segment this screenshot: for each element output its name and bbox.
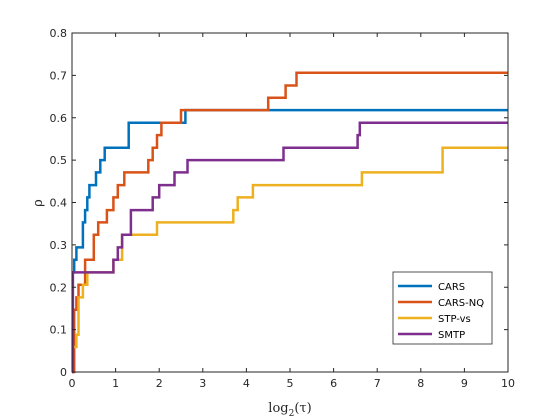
series-line-cars <box>72 108 508 274</box>
x-axis-label: log2(τ) <box>268 401 311 419</box>
ticks-layer: 0 1 2 3 4 5 6 7 8 9 10 0 0.1 0.2 0.3 0.4 0.5 0.6 0.7 0.8 <box>50 27 516 390</box>
legend-label: CARS <box>438 282 465 293</box>
y-tick-label: 0.2 <box>50 281 68 294</box>
x-tick-label: 0 <box>69 377 76 390</box>
y-tick-label: 0 <box>60 366 67 379</box>
x-tick-label: 3 <box>199 377 206 390</box>
x-tick-label: 7 <box>374 377 381 390</box>
legend-label: CARS-NQ <box>438 298 484 309</box>
y-tick-label: 0.6 <box>50 112 68 125</box>
legend: CARS CARS-NQ STP-vs SMTP <box>392 271 493 345</box>
x-tick-label: 9 <box>461 377 468 390</box>
y-tick-label: 0.3 <box>50 239 68 252</box>
y-tick-label: 0.7 <box>50 69 68 82</box>
x-tick-label: 10 <box>501 377 515 390</box>
x-tick-label: 2 <box>156 377 163 390</box>
x-tick-label: 8 <box>417 377 424 390</box>
y-tick-label: 0.8 <box>50 27 68 40</box>
x-tick-label: 6 <box>330 377 337 390</box>
x-tick-label: 4 <box>243 377 250 390</box>
legend-label: SMTP <box>438 330 465 341</box>
legend-box <box>392 271 493 345</box>
y-axis-label: ρ <box>31 199 46 207</box>
y-tick-label: 0.1 <box>50 324 68 337</box>
y-tick-label: 0.4 <box>50 197 68 210</box>
x-tick-label: 5 <box>287 377 294 390</box>
legend-label: STP-vs <box>438 314 471 325</box>
series-line-smtp <box>71 121 508 374</box>
series-layer <box>71 71 508 374</box>
x-tick-label: 1 <box>112 377 119 390</box>
y-tick-label: 0.5 <box>50 154 68 167</box>
